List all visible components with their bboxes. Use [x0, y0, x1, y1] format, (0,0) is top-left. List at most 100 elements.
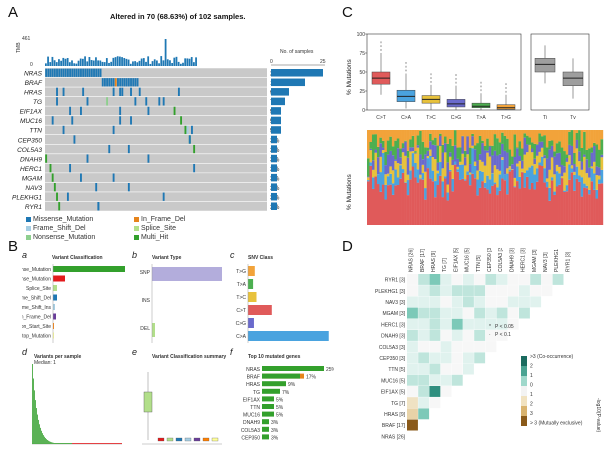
sub-letter-d: d: [22, 347, 28, 357]
stack-segment: [421, 130, 425, 142]
stack-segment: [588, 167, 591, 178]
stack-segment: [461, 153, 465, 165]
tmb-bar: [169, 60, 171, 66]
maf-summary: a Variant Classification Missense_Mutati…: [22, 250, 334, 445]
interaction-cell: [418, 352, 430, 364]
snv-class-label: C>G: [236, 321, 247, 327]
stack-segment: [481, 143, 484, 162]
stack-segment: [446, 130, 450, 144]
stack-segment: [409, 130, 412, 140]
stack-segment: [444, 178, 447, 225]
stack-segment: [575, 139, 579, 149]
stack-segment: [451, 145, 455, 160]
legend-tick: 1: [530, 373, 533, 379]
stack-segment: [583, 131, 586, 155]
stack-segment: [493, 134, 497, 151]
mutation-cell: [73, 68, 76, 77]
stack-segment: [533, 130, 537, 144]
variant-bar: [62, 443, 63, 444]
stack-segment: [600, 169, 604, 184]
interaction-cell: [418, 386, 430, 397]
stack-segment: [429, 155, 432, 179]
stack-segment: [585, 185, 589, 189]
stack-segment: [543, 135, 547, 156]
stack-segment: [424, 130, 427, 148]
stack-segment: [521, 168, 524, 172]
interaction-cell: [429, 307, 441, 319]
titv-stack-ylabel: % Mutations: [346, 173, 353, 210]
mutation-cell: [53, 183, 56, 192]
stack-segment: [401, 152, 405, 170]
stack-segment: [451, 159, 455, 166]
interaction-cell: [440, 274, 452, 285]
stack-segment: [396, 163, 400, 178]
stack-segment: [573, 163, 576, 172]
stack-segment: [384, 165, 388, 175]
top-gene-bar: [262, 381, 286, 387]
legend-tick: 2: [530, 364, 533, 370]
variant-class-label: Missense_Mutation: [22, 267, 51, 273]
gene-label: NRAS: [24, 71, 43, 78]
stack-segment: [568, 130, 571, 132]
stack-segment: [429, 178, 432, 225]
stack-segment: [451, 191, 455, 225]
gene-names: NRAS BRAF HRAS TG EIF1AX MUC16 TTN CEP350 COL5A3…: [12, 71, 43, 211]
stack-segment: [471, 136, 475, 146]
stack-segment: [389, 173, 393, 185]
stack-segment: [496, 155, 499, 170]
stack-segment: [600, 157, 604, 170]
summary-box: [202, 437, 210, 442]
sample-count-bar: [271, 69, 323, 77]
stack-segment: [550, 180, 554, 225]
variant-classification-bars: Missense_Mutation Nonsense_Mutation Splice…: [22, 264, 125, 343]
mutation-cell: [184, 125, 187, 135]
stack-segment: [426, 150, 430, 156]
stack-segment: [506, 152, 509, 169]
stack-segment: [391, 170, 395, 184]
sub-b-title: Variant Type: [152, 255, 182, 261]
stack-segment: [530, 165, 534, 183]
stack-segment: [439, 162, 442, 176]
mutation-cell: [62, 68, 65, 77]
variant-class-bar: [53, 313, 56, 320]
sample-count-bar: [271, 183, 277, 191]
stack-segment: [588, 148, 591, 168]
sub-f-title: Top 10 mutated genes: [248, 354, 301, 360]
interaction-cell: [451, 341, 463, 353]
stack-segment: [414, 152, 417, 154]
stack-segment: [429, 133, 432, 142]
legend-item-inframe: In_Frame_Del: [134, 215, 185, 224]
variant-bar: [37, 414, 38, 444]
mutation-cell: [58, 68, 61, 77]
stack-segment: [583, 187, 586, 225]
stack-segment: [486, 130, 489, 139]
stack-segment: [478, 130, 482, 136]
stack-segment: [568, 131, 571, 145]
sample-count-bar: [271, 88, 289, 96]
tmb-bar: [49, 62, 52, 66]
variant-bar: [43, 435, 44, 444]
stack-segment: [493, 165, 497, 183]
interaction-row-label: COL5A3 [3]: [379, 345, 406, 351]
stack-segment: [411, 130, 415, 136]
mutation-cell: [119, 87, 122, 96]
legend-tick: 2: [530, 402, 533, 408]
interaction-cell: [407, 341, 418, 353]
stack-segment: [453, 145, 457, 162]
panel-letter-c: C: [342, 4, 353, 21]
interaction-cell: [474, 285, 486, 297]
variant-bar: [57, 443, 58, 444]
variant-bar: [58, 443, 59, 444]
stack-segment: [458, 164, 462, 180]
stack-segment: [488, 146, 492, 157]
stack-segment: [508, 166, 512, 170]
stack-segment: [441, 144, 445, 153]
stack-segment: [434, 159, 437, 182]
sub-a-title: Variant Classification: [52, 255, 103, 261]
stack-segment: [419, 179, 422, 225]
mutation-cell: [112, 87, 115, 96]
stack-segment: [553, 130, 556, 152]
variant-class-label: Nonstop_Mutation: [22, 334, 51, 340]
variant-bar: [80, 443, 81, 444]
stack-segment: [466, 174, 470, 225]
